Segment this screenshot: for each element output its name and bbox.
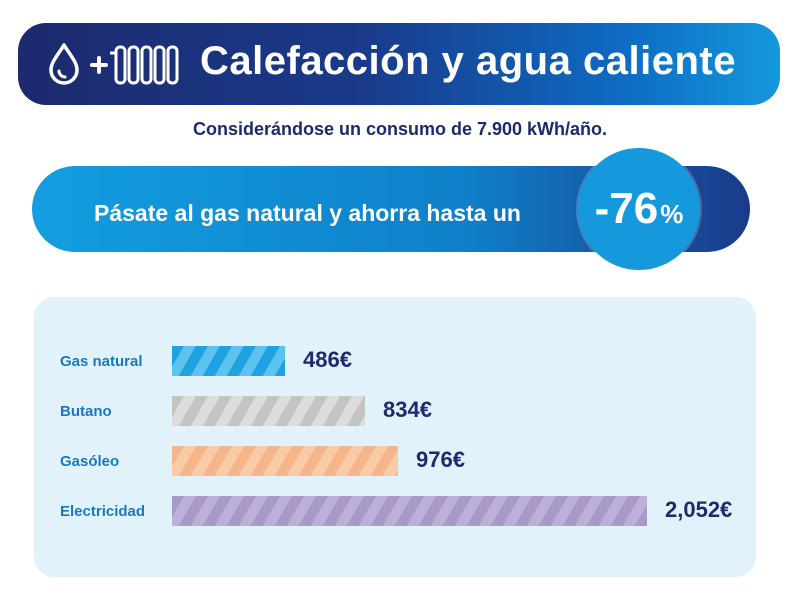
header-banner: Calefacción y agua caliente (18, 23, 780, 105)
savings-percent-value: -76 (594, 184, 659, 233)
water-drop-icon (49, 43, 79, 85)
category-label: Gas natural (60, 353, 143, 370)
savings-text: Pásate al gas natural y ahorra hasta un (94, 200, 521, 226)
chart-panel (34, 297, 756, 577)
savings-percent-symbol: % (660, 198, 684, 229)
bar (172, 396, 365, 426)
header-icons (49, 43, 179, 85)
category-label: Gasóleo (60, 453, 120, 470)
savings-percent-badge: -76 % (578, 148, 700, 270)
category-label: Butano (60, 403, 112, 420)
value-label: 834€ (383, 397, 432, 422)
consumption-note: Considerándose un consumo de 7.900 kWh/a… (192, 119, 608, 139)
value-label: 486€ (303, 347, 352, 372)
category-label: Electricidad (60, 503, 146, 520)
bar (172, 446, 398, 476)
bar (172, 346, 285, 376)
plus-icon (90, 56, 108, 74)
value-label: 2,052€ (665, 497, 733, 522)
radiator-icon (110, 45, 179, 85)
page-title: Calefacción y agua caliente (200, 39, 736, 83)
bar (172, 496, 647, 526)
value-label: 976€ (416, 447, 465, 472)
